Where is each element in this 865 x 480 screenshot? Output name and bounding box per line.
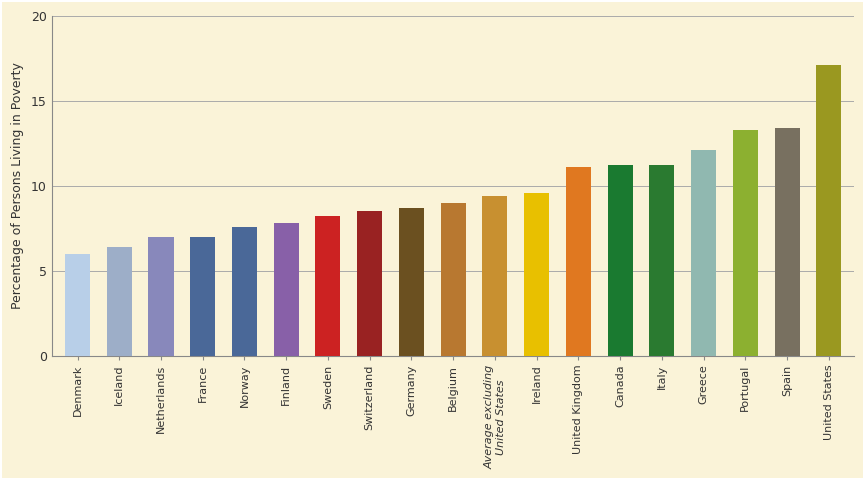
Bar [316, 216, 341, 356]
Bar [357, 211, 382, 356]
Bar [273, 223, 298, 356]
Bar [399, 208, 424, 356]
Bar [440, 203, 465, 356]
Bar [65, 254, 90, 356]
Bar [650, 166, 675, 356]
Bar [190, 237, 215, 356]
Y-axis label: Percentage of Persons Living in Poverty: Percentage of Persons Living in Poverty [11, 62, 24, 309]
Bar [774, 128, 799, 356]
Bar [149, 237, 174, 356]
Bar [106, 247, 131, 356]
Bar [733, 130, 758, 356]
Bar [566, 167, 591, 356]
Bar [607, 166, 632, 356]
Bar [817, 65, 842, 356]
Bar [691, 150, 716, 356]
Bar [524, 192, 549, 356]
Bar [483, 196, 508, 356]
Bar [232, 227, 257, 356]
